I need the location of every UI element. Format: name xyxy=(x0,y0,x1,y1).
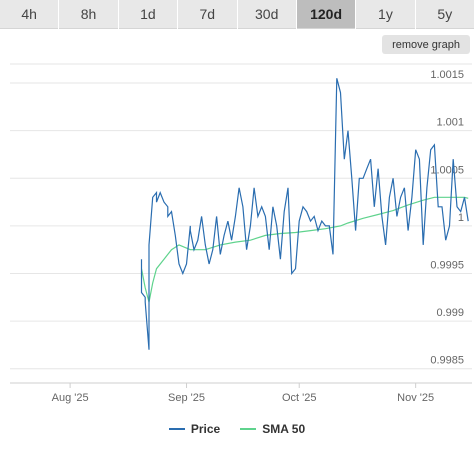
time-range-tabs: 4h 8h 1d 7d 30d 120d 1y 5y xyxy=(0,0,474,30)
y-tick-label: 0.9995 xyxy=(430,259,464,271)
y-tick-label: 1.001 xyxy=(436,117,464,129)
price-series-line xyxy=(140,78,469,350)
tab-30d[interactable]: 30d xyxy=(237,0,296,29)
sma-50-series-line xyxy=(140,196,469,303)
x-tick-label: Aug '25 xyxy=(52,392,89,404)
y-tick-label: 0.999 xyxy=(436,307,464,319)
chart-legend: Price SMA 50 xyxy=(0,418,474,440)
x-tick-label: Oct '25 xyxy=(282,392,317,404)
legend-price-swatch xyxy=(168,428,185,430)
y-axis: 0.9985 0.999 0.9995 1 1.0005 1.001 1.0015 xyxy=(430,69,464,367)
legend-sma-50-label: SMA 50 xyxy=(262,422,306,436)
x-tick-label: Sep '25 xyxy=(168,392,205,404)
legend-item-price[interactable]: Price xyxy=(168,418,221,440)
tab-5y[interactable]: 5y xyxy=(415,0,474,29)
tab-1y[interactable]: 1y xyxy=(356,0,415,29)
legend-price-label: Price xyxy=(190,422,221,436)
x-tick-label: Nov '25 xyxy=(397,392,434,404)
tab-120d[interactable]: 120d xyxy=(296,0,356,29)
y-tick-label: 0.9985 xyxy=(430,355,464,367)
x-axis: Aug '25 Sep '25 Oct '25 Nov '25 xyxy=(10,382,472,404)
tab-8h[interactable]: 8h xyxy=(59,0,118,29)
tab-7d[interactable]: 7d xyxy=(178,0,237,29)
chart-gridlines xyxy=(10,63,472,370)
tab-1d[interactable]: 1d xyxy=(118,0,178,29)
y-tick-label: 1.0015 xyxy=(430,69,464,81)
y-tick-label: 1 xyxy=(458,212,464,224)
legend-sma-50-swatch xyxy=(240,428,257,430)
tab-4h[interactable]: 4h xyxy=(0,0,59,29)
y-tick-label: 1.0005 xyxy=(430,164,464,176)
legend-item-sma-50[interactable]: SMA 50 xyxy=(240,418,305,440)
remove-graph-button[interactable]: remove graph xyxy=(382,35,470,54)
